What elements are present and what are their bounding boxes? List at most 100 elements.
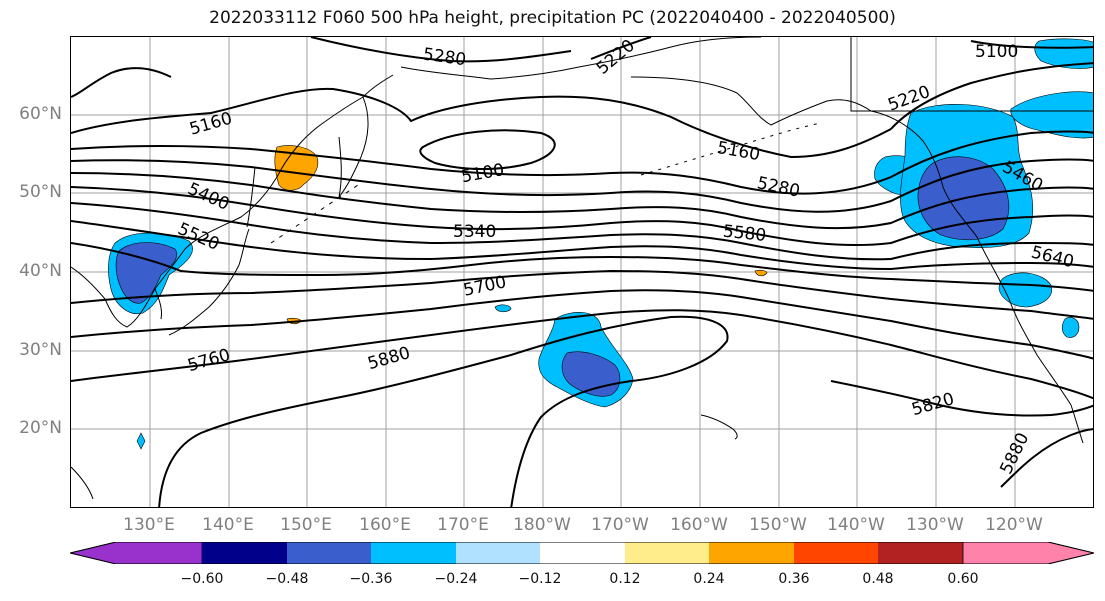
coast-aleutians xyxy=(640,122,822,176)
lon-label-140e: 140°E xyxy=(202,515,254,535)
contour-5880 xyxy=(158,315,729,507)
contour-5100-low xyxy=(419,129,556,170)
contour-label: 5340 xyxy=(453,222,496,242)
contour-label: 5640 xyxy=(1029,242,1076,272)
contour-5160 xyxy=(71,87,892,159)
precip-positive-speck-2 xyxy=(754,269,768,277)
lon-label-170e: 170°E xyxy=(437,515,489,535)
contour-label: 5160 xyxy=(715,138,761,165)
precip-baja-light xyxy=(1061,317,1080,338)
colorbar-segment xyxy=(202,542,287,564)
lon-label-130e: 130°E xyxy=(123,515,175,535)
precip-japan-sea-dark xyxy=(115,242,178,304)
colorbar-tick-label: −0.12 xyxy=(518,571,562,587)
lon-label-180w: 180°W xyxy=(513,515,571,535)
height-contours xyxy=(71,37,1093,507)
contour-row-6 xyxy=(71,220,1093,271)
contour-row-7 xyxy=(71,242,1093,292)
colorbar-tick-label: 0.60 xyxy=(947,571,979,587)
contour-label: 5580 xyxy=(722,222,767,246)
lat-label-50n: 50°N xyxy=(19,182,62,202)
coast-alaska xyxy=(630,76,872,126)
lon-label-160e: 160°E xyxy=(359,515,411,535)
coast-canada-interior xyxy=(850,37,1093,112)
colorbar-segment xyxy=(287,542,371,564)
precip-shading xyxy=(108,38,1093,450)
colorbar-tick-label: −0.24 xyxy=(434,571,478,587)
contour-row-9 xyxy=(71,289,1093,360)
contour-label: 5280 xyxy=(755,173,801,202)
colorbar xyxy=(70,542,1094,564)
map-panel: 5280 5160 5100 5400 5520 5340 5700 5760 … xyxy=(70,36,1094,508)
contour-label: 5100 xyxy=(460,160,506,187)
contour-5220-north xyxy=(590,37,652,60)
colorbar-tick-label: −0.60 xyxy=(180,571,224,587)
coast-philippines xyxy=(71,466,94,500)
contour-row-8 xyxy=(71,269,1093,320)
lat-label-30n: 30°N xyxy=(19,340,62,360)
contour-label: 5280 xyxy=(422,44,468,70)
precip-alaska-north-light xyxy=(1034,38,1093,69)
contour-label: 5100 xyxy=(975,42,1018,62)
precip-kamchatka-positive xyxy=(274,145,319,191)
coastlines xyxy=(71,37,1093,500)
colorbar-tick-label: 0.48 xyxy=(862,571,894,587)
lon-label-130w: 130°W xyxy=(906,515,964,535)
lon-label-140w: 140°W xyxy=(827,515,885,535)
lat-label-40n: 40°N xyxy=(19,261,62,281)
coast-kuril xyxy=(270,182,362,244)
contour-label: 5220 xyxy=(593,37,639,79)
colorbar-tick-label: −0.48 xyxy=(265,571,309,587)
contour-label: 5820 xyxy=(909,389,956,420)
coast-baja xyxy=(1070,404,1084,444)
colorbar-segment xyxy=(456,542,540,564)
lat-label-20n: 20°N xyxy=(19,418,62,438)
colorbar-segment xyxy=(709,542,794,564)
contour-label: 5400 xyxy=(185,179,233,215)
contour-row-3 xyxy=(71,172,1093,230)
coast-siberia xyxy=(400,37,762,80)
colorbar-segment xyxy=(540,542,625,564)
contour-row-5 xyxy=(71,202,1093,261)
colorbar-segment xyxy=(878,542,963,564)
colorbar-tick-label: 0.12 xyxy=(609,571,641,587)
map-canvas: 5280 5160 5100 5400 5520 5340 5700 5760 … xyxy=(71,37,1093,507)
lon-label-170w: 170°W xyxy=(591,515,649,535)
lon-label-120w: 120°W xyxy=(985,515,1043,535)
colorbar-segment xyxy=(962,542,1094,564)
contour-label: 5700 xyxy=(462,272,508,301)
colorbar-segment xyxy=(371,542,456,564)
contour-label: 5880 xyxy=(996,430,1033,478)
contour-label: 5160 xyxy=(187,108,234,139)
map-title: 2022033112 F060 500 hPa height, precipit… xyxy=(209,8,896,28)
coast-bc-us xyxy=(942,186,1072,406)
precip-california-light xyxy=(998,272,1053,308)
contour-5820 xyxy=(830,380,1093,417)
coast-gulf-alaska xyxy=(870,110,944,188)
coast-hawaii xyxy=(700,414,738,440)
contour-row-1 xyxy=(71,130,1093,195)
contour-row-2 xyxy=(71,158,1093,213)
precip-canada-light xyxy=(1010,91,1093,139)
contour-label: 5760 xyxy=(185,345,232,376)
colorbar-segment xyxy=(625,542,709,564)
contour-row-4 xyxy=(71,186,1093,247)
precip-tropical-speck xyxy=(136,432,146,450)
colorbar-segment xyxy=(794,542,878,564)
lat-label-60n: 60°N xyxy=(19,104,62,124)
colorbar-tick-label: 0.36 xyxy=(778,571,810,587)
coast-asia-mainland xyxy=(71,74,394,328)
lon-label-150e: 150°E xyxy=(280,515,332,535)
coast-sakhalin xyxy=(246,166,256,228)
contour-5760 xyxy=(71,309,1093,400)
colorbar-segment xyxy=(70,542,203,564)
contour-5160-west xyxy=(71,67,172,98)
precip-pacific-speck xyxy=(494,304,512,313)
colorbar-tick-label: 0.24 xyxy=(693,571,725,587)
lon-label-160w: 160°W xyxy=(670,515,728,535)
contour-5100-east xyxy=(970,40,1093,49)
lon-label-150w: 150°W xyxy=(749,515,807,535)
contour-label: 5880 xyxy=(365,343,412,374)
contour-5280-north xyxy=(310,37,572,63)
contour-5880-east xyxy=(1000,428,1093,488)
